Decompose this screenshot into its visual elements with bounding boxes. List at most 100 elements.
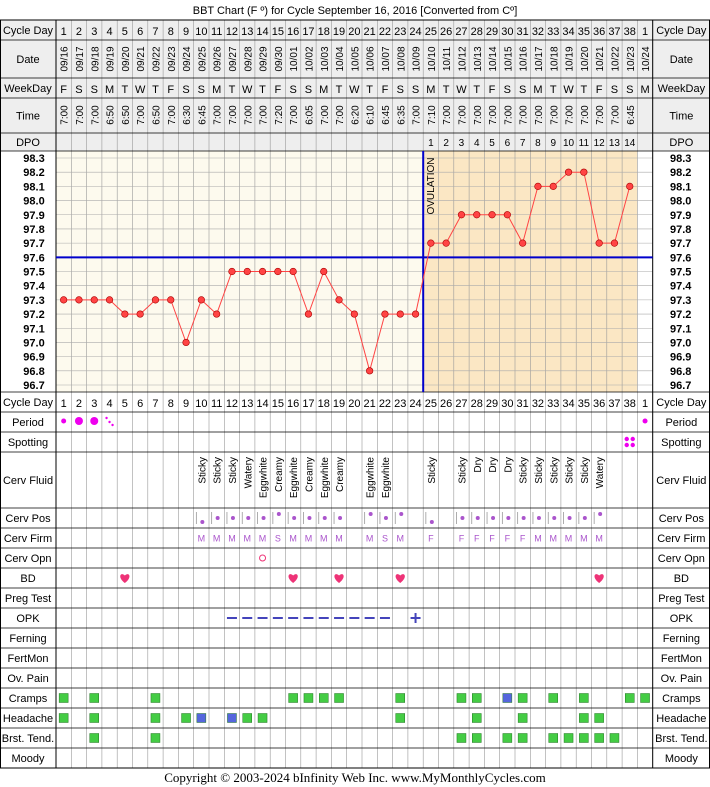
cerv-fluid-cell: Sticky — [580, 457, 591, 484]
cerv-opn-mark — [259, 554, 267, 562]
weekday-cell: S — [91, 84, 98, 96]
cycle-day-cell-bottom: 38 — [624, 398, 636, 410]
cycle-day-cell: 10 — [195, 26, 207, 38]
date-cell: 09/18 — [90, 46, 101, 71]
time-cell: 6:05 — [304, 105, 315, 125]
cycle-day-cell-bottom: 5 — [122, 398, 128, 410]
time-cell: 7:00 — [320, 105, 331, 125]
weekday-cell: T — [443, 84, 450, 96]
y-tick-left: 98.2 — [23, 167, 44, 179]
temperature-point — [320, 267, 328, 276]
cycle-day-cell-bottom: 24 — [409, 398, 421, 410]
time-cell: 7:00 — [213, 105, 224, 125]
bd-heart-icon — [594, 574, 604, 583]
cerv-fluid-cell: Sticky — [213, 457, 224, 484]
cramps-mark — [502, 693, 513, 703]
brst_tend-mark — [502, 733, 513, 743]
temperature-point — [335, 296, 343, 304]
period-mark — [642, 418, 648, 424]
cerv-firm-cell: M — [595, 534, 603, 544]
cramps-mark — [395, 693, 405, 703]
weekday-cell: T — [259, 84, 266, 96]
cycle-day-cell-bottom: 34 — [562, 398, 574, 410]
cycle-day-cell: 35 — [578, 26, 590, 38]
headache-mark — [181, 713, 191, 723]
cerv-firm-cell: M — [244, 534, 252, 544]
temperature-point — [580, 168, 588, 176]
cycle-day-cell-bottom: 22 — [379, 398, 391, 410]
date-cell: 10/06 — [366, 46, 377, 71]
y-tick-left: 96.7 — [23, 380, 44, 392]
cycle-day-cell-bottom: 13 — [241, 398, 253, 410]
temperature-point — [488, 211, 496, 219]
cerv-firm-cell: M — [259, 534, 267, 544]
weekday-cell: M — [212, 84, 221, 96]
headache-mark — [58, 713, 69, 723]
dpo-cell: 6 — [505, 138, 511, 149]
cycle-day-cell: 24 — [409, 26, 421, 38]
row-label-left-ferning: Ferning — [9, 633, 46, 645]
y-tick-right: 97.7 — [670, 238, 691, 250]
cycle-day-cell-bottom: 29 — [486, 398, 498, 410]
row-label-left-spotting: Spotting — [8, 437, 48, 449]
cycle-day-cell: 3 — [91, 26, 97, 38]
time-cell: 7:00 — [580, 105, 591, 125]
cycle-day-cell-bottom: 11 — [211, 398, 222, 410]
headache-mark — [579, 713, 589, 723]
weekday-cell: S — [198, 84, 205, 96]
date-cell: 10/04 — [335, 46, 346, 71]
cerv-pos-mark — [261, 516, 266, 520]
dpo-cell: 7 — [520, 138, 526, 149]
time-cell: 7:00 — [473, 105, 484, 125]
time-cell: 7:00 — [412, 105, 423, 125]
time-cell: 7:00 — [610, 105, 621, 125]
cycle-day-cell-bottom: 3 — [91, 398, 97, 410]
date-cell: 10/11 — [442, 46, 453, 71]
date-cell: 09/29 — [259, 46, 270, 71]
weekday-cell: T — [550, 84, 557, 96]
row-label-left-cerv_fluid: Cerv Fluid — [3, 475, 53, 487]
temperature-point — [366, 367, 374, 375]
cycle-day-cell: 30 — [501, 26, 513, 38]
weekday-cell: S — [182, 84, 189, 96]
brst_tend-mark — [594, 733, 604, 743]
temperature-point — [427, 239, 435, 247]
cerv-fluid-cell: Eggwhite — [366, 457, 377, 499]
weekday-cell: F — [382, 84, 389, 96]
date-cell: 10/05 — [350, 46, 361, 71]
time-cell: 6:50 — [121, 105, 132, 125]
row-label-right-opk: OPK — [670, 613, 694, 625]
temperature-point — [167, 296, 175, 304]
cycle-day-cell-bottom: 12 — [226, 398, 238, 410]
date-cell: 10/15 — [503, 46, 514, 71]
cramps-mark — [472, 693, 482, 703]
cerv-pos-mark — [536, 516, 541, 520]
time-cell: 7:00 — [90, 105, 101, 125]
date-cell: 10/13 — [473, 46, 484, 71]
weekday-cell: M — [105, 84, 114, 96]
headache-mark — [227, 713, 237, 723]
y-tick-right: 97.8 — [670, 224, 691, 236]
cycle-day-cell: 9 — [183, 26, 189, 38]
cycle-day-cell: 15 — [272, 26, 284, 38]
temperature-point — [564, 168, 573, 176]
time-cell: 7:00 — [259, 105, 270, 125]
weekday-cell: M — [533, 84, 542, 96]
cerv-firm-cell: F — [520, 534, 526, 544]
weekday-cell: F — [596, 84, 603, 96]
cerv-fluid-cell: Sticky — [534, 457, 545, 484]
weekday-cell: W — [135, 84, 146, 96]
cramps-mark — [150, 693, 161, 703]
cycle-day-cell-bottom: 7 — [152, 398, 158, 410]
cerv-pos-mark — [383, 516, 388, 520]
cycle-day-cell-bottom: 36 — [593, 398, 605, 410]
period-mark — [90, 417, 99, 425]
cerv-fluid-cell: Creamy — [304, 457, 315, 492]
row-label-right-preg_test: Preg Test — [658, 593, 704, 605]
y-tick-left: 98.3 — [23, 153, 44, 165]
temperature-point — [610, 239, 619, 247]
weekday-cell: F — [274, 84, 281, 96]
temperature-point — [396, 310, 404, 318]
y-tick-left: 97.8 — [23, 224, 44, 236]
cycle-day-cell-bottom: 14 — [256, 398, 268, 410]
